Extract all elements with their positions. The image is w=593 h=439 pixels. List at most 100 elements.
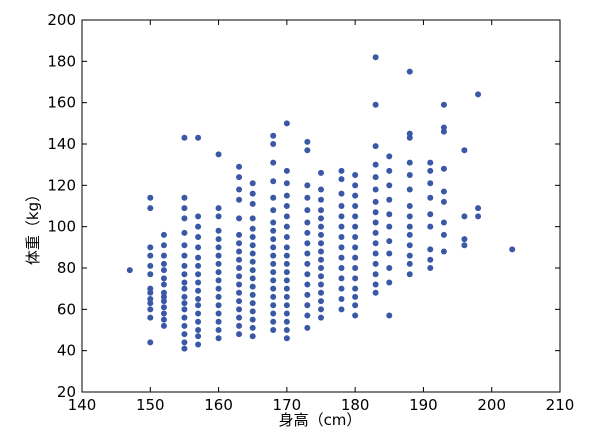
point <box>181 262 188 269</box>
plot-frame <box>81 19 561 393</box>
point <box>126 267 133 274</box>
point <box>236 273 243 280</box>
point <box>440 165 447 172</box>
point <box>283 318 290 325</box>
point <box>236 196 243 203</box>
point <box>386 167 393 174</box>
point <box>270 327 277 333</box>
point <box>406 213 413 220</box>
point <box>195 262 202 269</box>
point <box>318 314 324 321</box>
point <box>386 211 393 218</box>
point <box>236 163 243 170</box>
point <box>270 302 277 309</box>
point <box>236 174 243 181</box>
point <box>440 231 447 238</box>
point <box>160 316 167 323</box>
point <box>352 275 359 282</box>
point <box>147 194 154 201</box>
point <box>147 306 154 313</box>
point <box>338 234 345 240</box>
point <box>195 287 202 294</box>
y-tick-label: 80 <box>57 259 76 277</box>
point <box>283 120 290 127</box>
point <box>195 302 202 309</box>
point <box>195 341 202 348</box>
point <box>249 258 256 265</box>
point <box>147 271 154 278</box>
point <box>352 285 359 292</box>
point <box>270 293 277 300</box>
point <box>318 281 324 288</box>
point <box>249 215 256 222</box>
point <box>147 296 154 302</box>
point <box>270 159 277 166</box>
point <box>147 205 154 212</box>
point <box>406 159 413 166</box>
point <box>195 279 202 286</box>
point <box>283 293 290 300</box>
point <box>236 240 243 247</box>
point <box>181 242 188 249</box>
point <box>147 289 154 296</box>
x-tick-label: 170 <box>273 396 302 414</box>
y-tick-label: 200 <box>47 11 76 29</box>
point <box>372 54 379 61</box>
point <box>440 248 447 255</box>
point <box>406 68 413 75</box>
point <box>195 254 202 261</box>
y-tick-label: 180 <box>47 52 76 70</box>
point <box>372 161 379 168</box>
point <box>195 271 202 278</box>
point <box>195 296 202 302</box>
point <box>147 244 154 251</box>
point <box>147 314 154 321</box>
point <box>249 283 256 290</box>
point <box>249 308 256 315</box>
point <box>318 186 324 193</box>
point <box>215 293 222 300</box>
x-tick-label: 190 <box>409 396 438 414</box>
point <box>283 327 290 333</box>
point <box>215 327 222 333</box>
point <box>249 316 256 323</box>
point <box>249 324 256 331</box>
point <box>236 186 243 193</box>
x-tick-label: 180 <box>341 396 370 414</box>
point <box>249 225 256 232</box>
point <box>304 281 311 288</box>
point <box>160 242 167 249</box>
point <box>236 289 243 296</box>
point <box>195 310 202 317</box>
point <box>386 279 393 286</box>
point <box>270 252 277 259</box>
point <box>283 269 290 276</box>
point <box>270 318 277 325</box>
x-tick-label: 150 <box>136 396 165 414</box>
point <box>372 143 379 150</box>
point <box>338 244 345 251</box>
point <box>236 314 243 321</box>
point <box>215 335 222 342</box>
point <box>372 186 379 193</box>
point <box>147 252 154 259</box>
point <box>181 293 188 300</box>
point <box>215 285 222 292</box>
point <box>270 285 277 292</box>
point <box>304 194 311 201</box>
point <box>270 236 277 243</box>
point <box>236 248 243 255</box>
point <box>215 277 222 284</box>
point <box>352 254 359 261</box>
point <box>160 289 167 296</box>
point <box>461 213 468 220</box>
point <box>372 260 379 267</box>
point <box>215 236 222 243</box>
point <box>338 306 345 313</box>
point <box>318 240 324 247</box>
point <box>195 244 202 251</box>
point <box>372 250 379 257</box>
y-tick-label: 100 <box>47 218 76 236</box>
point <box>427 246 434 253</box>
